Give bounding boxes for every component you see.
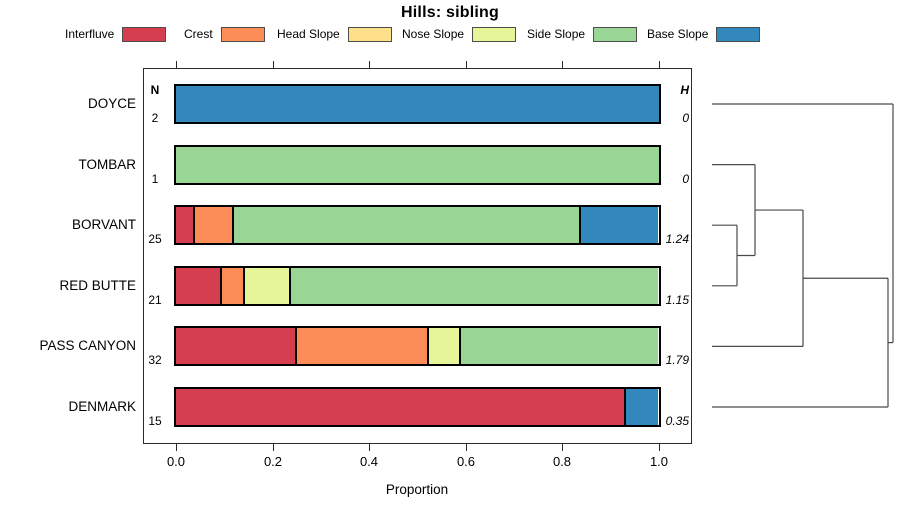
- bar-row-tombar: [174, 144, 661, 185]
- x-tick-top: [369, 61, 370, 68]
- x-tick-top: [659, 61, 660, 68]
- bar-segment-side-slope: [290, 267, 659, 304]
- x-axis-label: Proportion: [385, 482, 449, 497]
- n-value: 1: [151, 171, 159, 186]
- h-value: 1.79: [665, 353, 689, 368]
- legend-label: Head Slope: [277, 27, 340, 41]
- legend-item-base-slope: Base Slope: [647, 25, 761, 43]
- legend-label: Base Slope: [647, 27, 709, 41]
- bar-row-red-butte: [174, 265, 661, 306]
- chart-title: Hills: sibling: [401, 4, 499, 21]
- h-value: 0.35: [665, 414, 689, 428]
- n-value: 32: [148, 353, 162, 368]
- x-tick-label: 0.0: [166, 454, 186, 469]
- x-tick-label: 0.2: [263, 454, 283, 469]
- h-column-header: H: [680, 83, 689, 97]
- bar-row-doyce: [174, 84, 661, 124]
- bar-segment-crest: [296, 328, 430, 365]
- interfluve-swatch: [122, 26, 167, 42]
- x-tick-bottom: [369, 444, 370, 451]
- legend-label: Side Slope: [527, 27, 586, 41]
- bar-segment-side-slope: [176, 146, 659, 183]
- side-slope-swatch: [593, 26, 638, 42]
- x-tick-label: 0.8: [552, 454, 572, 469]
- hill-label-denmark: DENMARK: [68, 399, 136, 414]
- x-tick-bottom: [562, 444, 563, 451]
- x-tick-top: [176, 61, 177, 68]
- x-tick-top: [562, 61, 563, 68]
- bar-segment-side-slope: [233, 207, 582, 244]
- legend-item-crest: Crest: [184, 25, 265, 43]
- x-tick-label: 0.6: [456, 454, 476, 469]
- base-slope-swatch: [716, 26, 761, 42]
- bar-segment-interfluve: [176, 267, 222, 304]
- x-tick-bottom: [273, 444, 274, 451]
- bar-segment-nose-slope: [244, 267, 291, 304]
- x-tick-bottom: [176, 444, 177, 451]
- bar-segment-side-slope: [460, 328, 659, 365]
- bar-segment-base-slope: [581, 207, 659, 244]
- hill-label-borvant: BORVANT: [71, 217, 136, 233]
- legend-label: Nose Slope: [402, 27, 465, 41]
- bar-row-pass-canyon: [174, 326, 661, 367]
- hill-label-tombar: TOMBAR: [78, 156, 136, 172]
- legend-item-head-slope: Head Slope: [277, 25, 392, 43]
- bar-segment-interfluve: [176, 207, 196, 244]
- bar-row-borvant: [174, 205, 661, 246]
- bar-segment-interfluve: [176, 328, 297, 365]
- h-value: 1.24: [665, 232, 689, 247]
- plot-area: [143, 68, 692, 444]
- bar-segment-base-slope: [626, 389, 659, 425]
- legend-label: Crest: [184, 27, 213, 41]
- n-column-header: N: [150, 83, 160, 97]
- nose-slope-swatch: [472, 26, 517, 42]
- x-tick-label: 0.4: [359, 454, 379, 469]
- n-value: 2: [151, 111, 159, 125]
- h-value: 0: [682, 111, 689, 125]
- n-value: 21: [148, 292, 162, 307]
- legend-item-nose-slope: Nose Slope: [402, 25, 517, 43]
- bar-segment-nose-slope: [429, 328, 461, 365]
- n-value: 25: [148, 232, 162, 247]
- head-slope-swatch: [347, 26, 392, 42]
- bar-segment-interfluve: [176, 389, 627, 425]
- hill-label-pass-canyon: PASS CANYON: [39, 338, 136, 354]
- h-value: 0: [682, 171, 689, 186]
- bar-segment-base-slope: [176, 86, 659, 122]
- bar-segment-crest: [221, 267, 245, 304]
- h-value: 1.15: [665, 292, 689, 307]
- bar-row-denmark: [174, 387, 661, 427]
- x-tick-bottom: [659, 444, 660, 451]
- x-tick-label: 1.0: [649, 454, 669, 469]
- crest-swatch: [220, 26, 265, 42]
- x-tick-top: [273, 61, 274, 68]
- hill-label-doyce: DOYCE: [87, 96, 136, 111]
- n-value: 15: [148, 414, 162, 428]
- bar-segment-crest: [195, 207, 234, 244]
- x-tick-bottom: [466, 444, 467, 451]
- legend-item-interfluve: Interfluve: [65, 25, 167, 43]
- hill-label-red-butte: RED BUTTE: [59, 277, 136, 293]
- legend-item-side-slope: Side Slope: [527, 25, 638, 43]
- legend-label: Interfluve: [65, 27, 115, 41]
- x-tick-top: [466, 61, 467, 68]
